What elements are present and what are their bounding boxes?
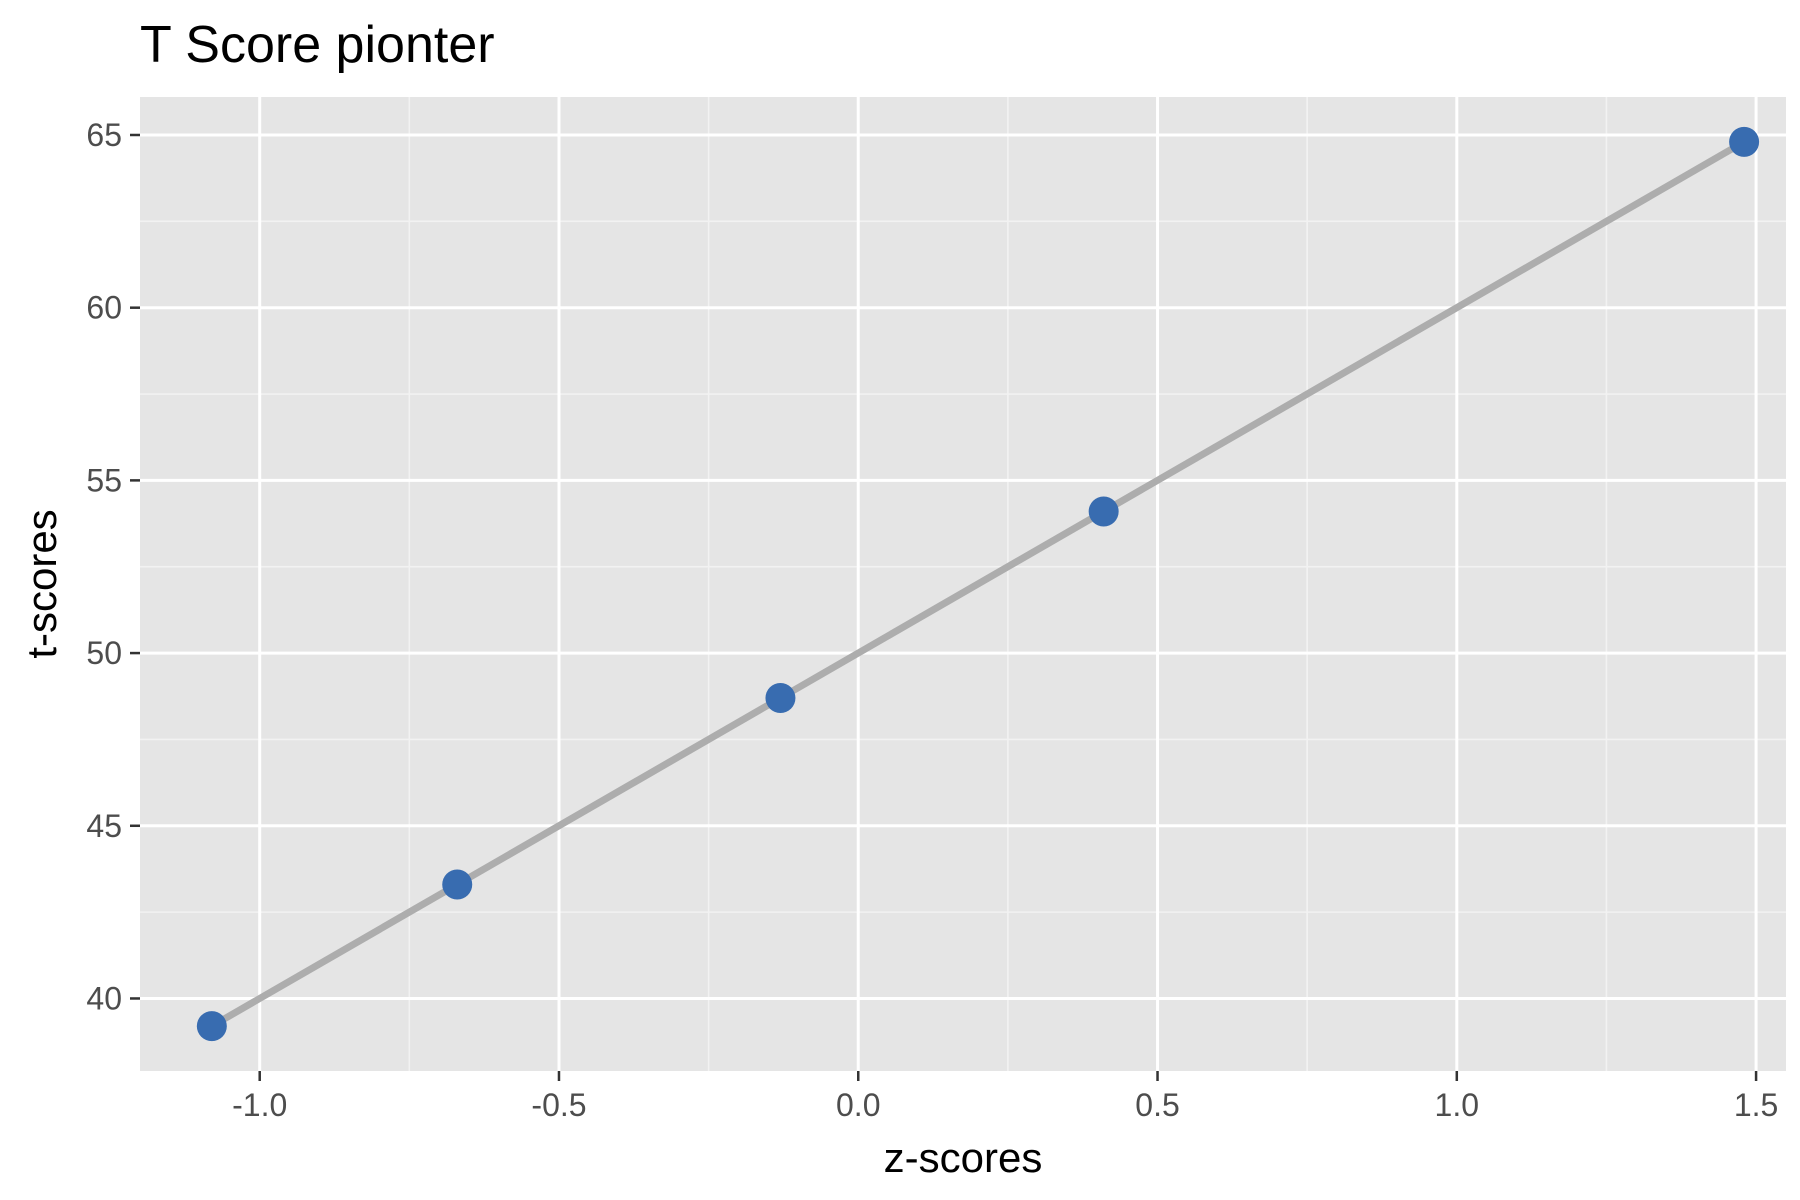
data-point — [442, 869, 473, 900]
y-tick-label: 40 — [86, 980, 122, 1016]
x-axis-title: z-scores — [884, 1134, 1043, 1181]
x-tick-label: -1.0 — [232, 1087, 287, 1123]
data-point — [1088, 496, 1119, 527]
x-tick-label: -0.5 — [531, 1087, 586, 1123]
data-point — [1729, 126, 1760, 157]
minor-grid — [140, 97, 1786, 1071]
y-tick-label: 55 — [86, 462, 122, 498]
x-tick-label: 0.5 — [1135, 1087, 1179, 1123]
y-tick-label: 50 — [86, 635, 122, 671]
chart-title: T Score pionter — [140, 16, 495, 74]
x-axis: -1.0 -0.5 0.0 0.5 1.0 1.5 — [232, 1071, 1778, 1123]
x-tick-label: 0.0 — [836, 1087, 880, 1123]
y-axis-title: t-scores — [18, 509, 65, 658]
data-point — [196, 1011, 227, 1042]
y-tick-label: 65 — [86, 117, 122, 153]
major-grid — [140, 97, 1786, 1071]
data-point — [765, 682, 796, 713]
y-tick-label: 45 — [86, 808, 122, 844]
y-tick-label: 60 — [86, 290, 122, 326]
x-tick-label: 1.0 — [1435, 1087, 1479, 1123]
x-tick-label: 1.5 — [1734, 1087, 1778, 1123]
y-axis: 40 45 50 55 60 65 — [86, 117, 140, 1016]
points-layer — [196, 126, 1760, 1042]
